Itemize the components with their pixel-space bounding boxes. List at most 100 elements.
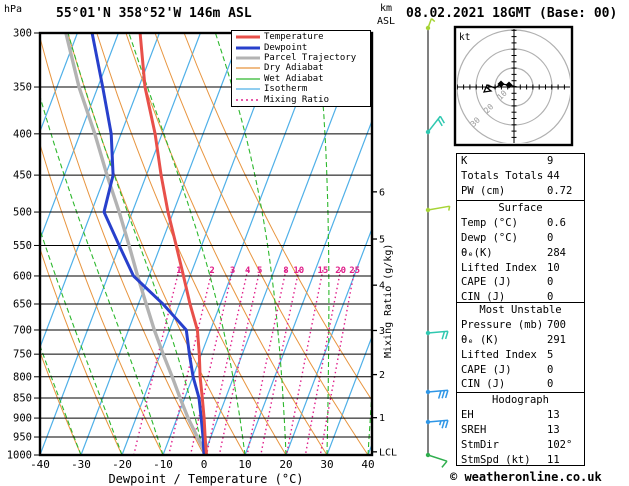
mixing-ratio-label: 3 xyxy=(230,266,235,276)
wind-barb xyxy=(425,330,449,340)
km-tick-label: 5 xyxy=(379,235,385,246)
wind-barb-feather xyxy=(437,390,442,399)
panel-row: Temp (°C) 0.6 xyxy=(457,216,584,231)
panel-row: CIN (J) 0 xyxy=(457,377,584,392)
legend-entry-isotherm: Isotherm xyxy=(236,84,370,94)
panel-row: θₑ(K) 284 xyxy=(457,246,584,261)
wind-barb xyxy=(425,18,436,31)
row-value: 284 xyxy=(547,246,566,259)
legend-label: Wet Adiabat xyxy=(264,73,324,84)
parcel-trajectory-curve xyxy=(64,33,209,455)
panel-row: CAPE (J) 0 xyxy=(457,363,584,378)
panel-row: Totals Totals 44 xyxy=(457,169,584,184)
isotherm-line xyxy=(80,33,242,455)
row-label: K xyxy=(461,155,468,167)
row-label: PW (cm) xyxy=(461,184,506,197)
row-value: 11 xyxy=(547,453,560,466)
panel-row: SREH 13 xyxy=(457,423,584,438)
legend-entry-mixing-ratio: Mixing Ratio xyxy=(236,94,370,105)
lcl-label: LCL xyxy=(379,447,397,458)
wind-barb xyxy=(425,389,449,399)
panel-row: Pressure (mb) 700 xyxy=(457,318,584,333)
temp-tick-label: 20 xyxy=(279,458,292,471)
mixing-ratio-axis-label: Mixing Ratio (g/kg) xyxy=(383,243,394,358)
mixing-ratio-line xyxy=(319,269,356,455)
row-value: 0 xyxy=(547,276,554,289)
dry-adiabat-line xyxy=(40,142,164,455)
wet-adiabat-line xyxy=(40,344,82,455)
asl-label: ASL xyxy=(377,16,396,27)
wind-barb xyxy=(425,452,448,468)
legend-entry-parcel-trajectory: Parcel Trajectory xyxy=(236,53,370,63)
wind-barb xyxy=(425,419,449,429)
km-axis-unit: km xyxy=(380,3,393,14)
row-label: Lifted Index xyxy=(461,261,537,274)
temp-tick-label: 40 xyxy=(361,458,374,471)
wind-barb-shaft xyxy=(427,419,448,423)
km-tick-label: 4 xyxy=(379,281,385,292)
panel-title: Surface xyxy=(498,202,543,214)
pressure-tick-label: 550 xyxy=(13,240,32,252)
x-axis-title: Dewpoint / Temperature (°C) xyxy=(108,472,304,486)
isotherm-line xyxy=(40,33,78,134)
temperature-curve xyxy=(138,33,208,455)
legend-label: Temperature xyxy=(264,32,324,43)
hodograph-kt-label: kt xyxy=(459,32,470,43)
panel-surface: Surface Temp (°C) 0.6 Dewp (°C) 0 θₑ(K) 284 Lif… xyxy=(456,200,585,303)
dewpoint-curve xyxy=(90,33,206,455)
panel-most-unstable: Most Unstable Pressure (mb) 700 θₑ (K) 291 Li… xyxy=(456,302,585,393)
pressure-tick-label: 850 xyxy=(13,393,32,405)
wind-barb-feather xyxy=(441,420,446,429)
row-value: 10 xyxy=(547,261,560,274)
station-title: 55°01'N 358°52'W 146m ASL xyxy=(56,6,252,21)
wind-barb-feather xyxy=(444,390,449,399)
isotherm-line xyxy=(40,33,160,349)
legend-entry-dewpoint: Dewpoint xyxy=(236,42,370,53)
mixing-ratio-label: 8 xyxy=(283,266,288,276)
legend-entry-temperature: Temperature xyxy=(236,32,370,42)
pressure-tick-label: 950 xyxy=(13,432,32,444)
datetime-label: 08.02.2021 18GMT (Base: 00) xyxy=(406,6,618,21)
pressure-tick-label: 500 xyxy=(13,207,32,219)
isotherm-line xyxy=(285,227,372,455)
panel-row: θₑ (K) 291 xyxy=(457,333,584,348)
panel-row: CIN (J) 0 xyxy=(457,290,584,305)
panel-row: Lifted Index 10 xyxy=(457,261,584,276)
row-value: 44 xyxy=(547,169,560,182)
temp-tick-label: 30 xyxy=(320,458,333,471)
pressure-tick-label: 400 xyxy=(13,128,32,140)
row-value: 0 xyxy=(547,378,554,391)
row-label: Totals Totals xyxy=(461,169,544,182)
wind-barb xyxy=(425,205,451,213)
mixing-ratio-line xyxy=(260,269,300,455)
panel-row: Dewp (°C) 0 xyxy=(457,231,584,246)
mixing-ratio-label: 15 xyxy=(318,266,329,276)
pressure-tick-label: 700 xyxy=(13,324,32,336)
row-label: Lifted Index xyxy=(461,348,537,361)
panel-row: CAPE (J) 0 xyxy=(457,275,584,290)
temp-tick-label: 0 xyxy=(201,458,208,471)
pressure-tick-label: 900 xyxy=(13,413,32,425)
wind-barb-shaft xyxy=(427,115,441,133)
mixing-ratio-line xyxy=(304,269,342,455)
row-label: θₑ(K) xyxy=(461,246,493,259)
pressure-axis-unit: hPa xyxy=(4,4,23,15)
row-value: 13 xyxy=(547,408,560,421)
pressure-tick-label: 1000 xyxy=(7,450,32,462)
panel-indices: K 9 Totals Totals 44 PW (cm) 0.72 xyxy=(456,153,585,201)
wet-adiabat-line xyxy=(40,227,123,455)
plot-body: 1 2 3 4 5 8 10 15 20 25 xyxy=(40,33,372,455)
row-label: Temp (°C) xyxy=(461,216,518,229)
km-tick-label: 1 xyxy=(379,413,385,424)
pressure-tick-label: 600 xyxy=(13,270,32,282)
mixing-ratio-label: 4 xyxy=(245,266,251,276)
panel-row: EH 13 xyxy=(457,408,584,423)
mixing-ratio-label: 1 xyxy=(176,266,181,276)
panel-row: StmSpd (kt) 11 xyxy=(457,453,584,468)
row-label: θₑ (K) xyxy=(461,333,499,346)
wind-barb-feather xyxy=(441,460,448,468)
wet-adiabat-line xyxy=(128,33,246,455)
wind-barb-feather xyxy=(430,18,436,23)
temp-tick-label: -10 xyxy=(153,458,173,471)
